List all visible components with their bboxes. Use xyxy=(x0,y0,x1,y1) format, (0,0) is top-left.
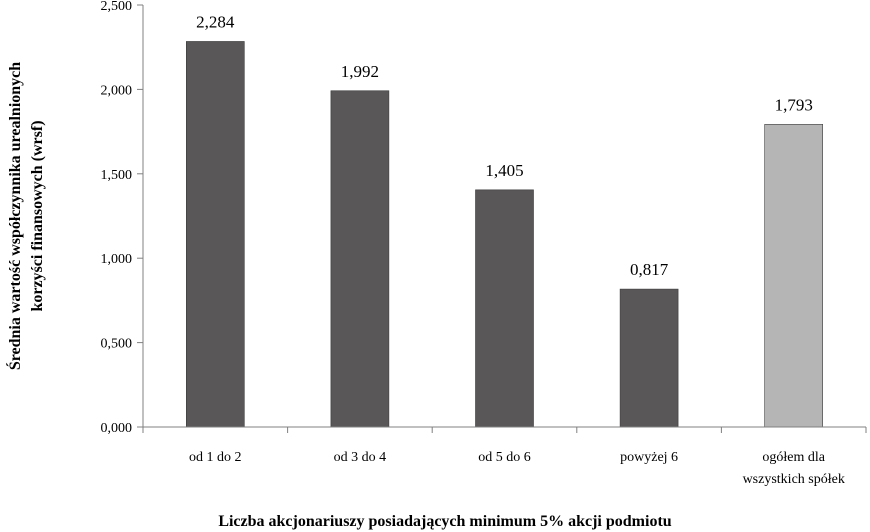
x-tick-label: od 5 do 6 xyxy=(478,450,531,465)
data-label: 0,817 xyxy=(630,260,669,279)
x-tick-label: ogółem dla xyxy=(762,450,825,465)
y-tick-label: 0,000 xyxy=(101,421,133,436)
x-tick-label: od 1 do 2 xyxy=(189,450,242,465)
y-tick-label: 1,000 xyxy=(101,252,133,267)
x-axis-title: Liczba akcjonariuszy posiadających minim… xyxy=(218,513,671,530)
bar xyxy=(330,90,390,428)
y-tick-label: 1,500 xyxy=(101,168,133,183)
x-tick-label: od 3 do 4 xyxy=(334,450,387,465)
y-axis: 0,000 0,500 1,000 1,500 2,000 2,500 xyxy=(101,0,144,436)
bar xyxy=(186,41,245,428)
y-tick-label: 2,500 xyxy=(101,0,133,14)
x-tick-label: wszystkich spółek xyxy=(743,472,845,487)
data-labels-group: 2,284 1,992 1,405 0,817 1,793 xyxy=(196,12,813,279)
data-label: 1,405 xyxy=(485,161,523,180)
data-label: 1,793 xyxy=(775,95,813,114)
y-tick-label: 0,500 xyxy=(101,337,133,352)
bars-group xyxy=(186,41,824,428)
x-tick-label: powyżej 6 xyxy=(620,450,678,465)
y-tick-label: 2,000 xyxy=(101,83,133,98)
bar xyxy=(619,288,679,428)
bar xyxy=(764,124,824,428)
bar xyxy=(475,189,534,428)
data-label: 2,284 xyxy=(196,12,235,31)
data-label: 1,992 xyxy=(341,62,379,81)
y-axis-title: Średnia wartość współczynnika urealniony… xyxy=(5,62,46,370)
x-axis: od 1 do 2 od 3 do 4 od 5 do 6 powyżej 6 ogół… xyxy=(142,426,867,487)
